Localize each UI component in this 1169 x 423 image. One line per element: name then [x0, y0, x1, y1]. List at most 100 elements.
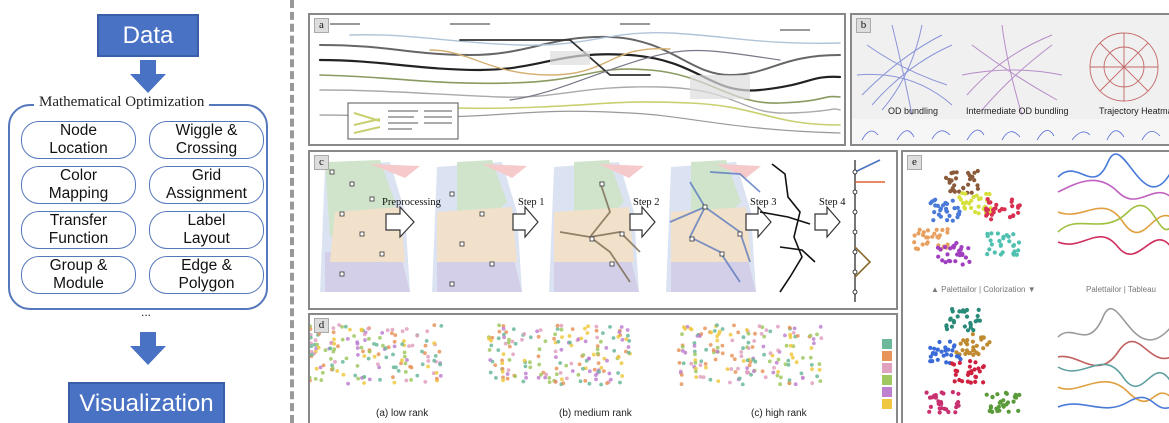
scatter-point	[763, 375, 768, 380]
group-module-item: Group & Module	[21, 256, 136, 294]
scatter-point	[329, 341, 334, 345]
scatter-point	[585, 331, 590, 335]
scatter-point	[528, 335, 533, 340]
scatter-point	[1001, 398, 1006, 403]
scatter-point	[975, 183, 980, 188]
scatter-point	[932, 210, 937, 215]
scatter-point	[703, 326, 707, 331]
scatter-point	[676, 348, 681, 353]
scatter-point	[932, 346, 937, 351]
scatter-point	[730, 338, 735, 343]
scatter-point	[961, 338, 966, 343]
scatter-point	[570, 327, 575, 331]
scatter-point	[380, 331, 385, 335]
scatter-point	[581, 366, 585, 371]
scatter-point	[423, 343, 428, 348]
scatter-point	[553, 332, 557, 337]
scatter-point	[940, 258, 945, 263]
scatter-point	[355, 364, 360, 368]
scatter-point	[558, 361, 563, 365]
wiggle-crossing-item: Wiggle & Crossing	[149, 121, 264, 159]
scatter-point	[410, 343, 415, 348]
scatter-point	[955, 205, 960, 210]
scatter-point	[917, 227, 922, 232]
scatter-point	[733, 370, 738, 374]
scatter-point	[340, 337, 345, 342]
scatter-point	[331, 326, 336, 330]
scatter-point	[692, 344, 697, 348]
scatter-point	[967, 364, 972, 369]
scatter-point	[381, 343, 385, 348]
scatter-point	[985, 231, 990, 236]
scatter-point	[949, 353, 954, 358]
scatter-point	[581, 353, 586, 357]
scatter-point	[989, 231, 994, 236]
scatter-point	[976, 366, 981, 371]
scatter-point	[504, 330, 509, 334]
scatter-point	[953, 259, 958, 264]
edge-polygon-item: Edge & Polygon	[149, 256, 264, 294]
scatter-point	[378, 377, 382, 382]
scatter-point	[332, 347, 337, 351]
scatter-point	[811, 337, 816, 341]
scatter-point	[949, 324, 954, 329]
scatter-point	[405, 358, 409, 362]
scatter-point	[367, 349, 372, 354]
scatter-point	[944, 201, 950, 206]
scatter-point	[392, 339, 397, 344]
scatter-point	[934, 227, 939, 232]
scatter-point	[402, 339, 406, 343]
scatter-point	[577, 362, 582, 367]
scatter-point	[1006, 409, 1011, 414]
scatter-point	[377, 365, 381, 370]
scatter-point	[951, 318, 956, 324]
scatter-point	[560, 335, 564, 339]
scatter-point	[981, 346, 986, 351]
scatter-point	[432, 358, 437, 363]
visualization-label: Visualization	[79, 389, 214, 417]
scatter-point	[920, 242, 925, 247]
scatter-point	[393, 333, 398, 337]
scatter-point	[711, 348, 716, 352]
scatter-point	[586, 324, 590, 329]
scatter-point	[966, 170, 971, 176]
scatter-point	[310, 335, 313, 340]
scatter-point	[774, 360, 779, 365]
scatter-point	[968, 325, 973, 330]
scatter-point	[346, 381, 350, 386]
scatter-point	[1016, 210, 1021, 215]
scatter-point	[340, 360, 345, 364]
scatter-point	[718, 329, 722, 334]
scatter-point	[728, 380, 732, 385]
scatter-point	[376, 352, 381, 357]
scatter-point	[679, 382, 684, 386]
scatter-point	[1016, 248, 1021, 253]
scatter-point	[747, 363, 752, 368]
scatter-point	[503, 341, 508, 346]
scatter-point	[987, 408, 992, 414]
scatter-point	[819, 336, 824, 341]
scatter-point	[704, 347, 708, 352]
scatter-point	[967, 177, 973, 182]
scatter-point	[951, 245, 956, 250]
scatter-point	[955, 215, 960, 220]
caption-od-bundling: OD bundling	[888, 106, 939, 116]
scatter-point	[337, 323, 341, 327]
panel-b: b OD bundling Intermediate OD bundling T…	[850, 13, 1169, 146]
scatter-point	[391, 375, 395, 380]
scatter-point	[315, 342, 319, 347]
series-line	[1057, 207, 1169, 234]
scatter-point	[913, 246, 918, 251]
scatter-point	[715, 323, 719, 327]
scatter-point	[950, 218, 955, 223]
scatter-point	[952, 343, 957, 348]
scatter-point	[942, 245, 948, 250]
scatter-point	[729, 367, 734, 371]
scatter-point	[403, 370, 408, 374]
down-arrow-icon	[130, 60, 166, 93]
scatter-point	[505, 376, 510, 381]
scatter-point	[945, 218, 950, 223]
scatter-point	[594, 377, 598, 382]
scatter-point	[619, 325, 624, 329]
scatter-point	[976, 352, 981, 357]
